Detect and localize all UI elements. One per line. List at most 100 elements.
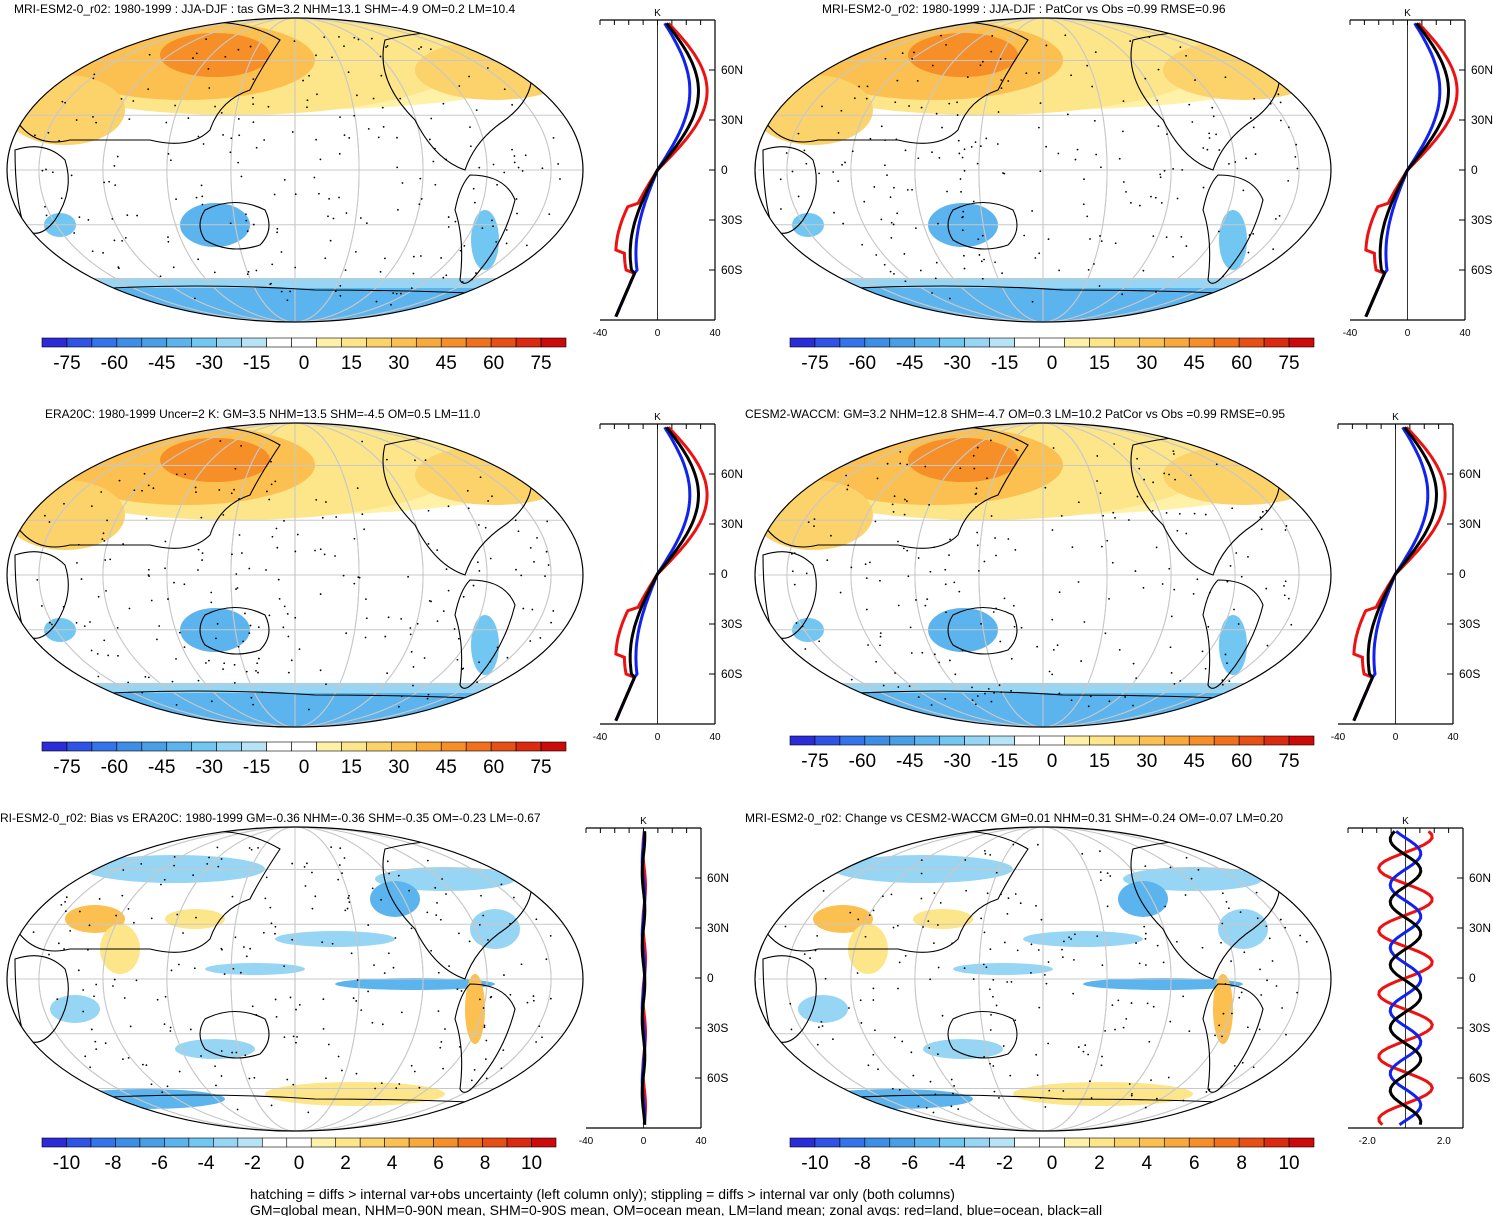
profile-5-unit: K: [640, 816, 647, 827]
profile-5-series-all: [640, 831, 647, 1125]
colorbar-2: -75 -60 -45 -30 -15 0 15 30 45 60 75: [789, 337, 1315, 374]
colorbar-6-label-9: 8: [1236, 1153, 1247, 1174]
colorbar-4-swatch-13: [1114, 735, 1140, 746]
zonal-profile-5: K 60N 30N 0 30S 60S -40 0 40: [579, 816, 729, 1147]
profile-1-lat-3: 30S: [721, 213, 742, 227]
colorbar-5-swatch-3: [115, 1137, 141, 1148]
colorbar-1-swatch-20: [540, 337, 567, 348]
profile-1-xtick-0: -40: [593, 328, 608, 339]
profile-2-series-ocean: [1364, 22, 1442, 318]
colorbar-1-swatch-10: [291, 337, 317, 348]
colorbar-3-swatch-19: [515, 741, 542, 752]
colorbar-5: -10 -8 -6 -4 -2 0 2 4 6 8 10: [41, 1137, 557, 1174]
map-panel-1: [6, 17, 584, 323]
profile-3-lat-0: 60N: [721, 467, 743, 481]
profile-5-lat-4: 60S: [707, 1071, 728, 1085]
colorbar-6-swatch-13: [1114, 1137, 1140, 1148]
colorbar-5-label-4: -2: [244, 1153, 261, 1174]
colorbar-6-swatch-14: [1139, 1137, 1165, 1148]
colorbar-3-swatch-0: [41, 741, 68, 752]
profile-3-lat-1: 30N: [721, 517, 743, 531]
colorbar-1-label-7: 30: [388, 353, 409, 374]
profile-6-lat-3: 30S: [1469, 1021, 1490, 1035]
map-4-stippling: [790, 439, 1293, 708]
colorbar-3-swatch-7: [216, 741, 242, 752]
colorbar-2-swatch-8: [989, 337, 1015, 348]
colorbar-5-swatch-12: [335, 1137, 361, 1148]
map-2-outline: [754, 17, 1332, 323]
profile-4-lat-3: 30S: [1459, 617, 1480, 631]
colorbar-3-swatch-1: [66, 741, 93, 752]
colorbar-2-swatch-13: [1114, 337, 1140, 348]
colorbar-2-swatch-7: [964, 337, 990, 348]
colorbar-4-label-1: -60: [849, 751, 876, 772]
colorbar-1: -75 -60 -45 -30 -15 0 15 30 45 60 75: [41, 337, 567, 374]
map-2-stippling: [779, 34, 1299, 303]
colorbar-5-label-2: -6: [151, 1153, 168, 1174]
colorbar-2-swatch-4: [889, 337, 916, 348]
colorbar-3-swatch-4: [141, 741, 168, 752]
colorbar-2-swatch-5: [914, 337, 941, 348]
colorbar-4-swatch-11: [1064, 735, 1090, 746]
colorbar-6: -10 -8 -6 -4 -2 0 2 4 6 8 10: [789, 1137, 1315, 1174]
colorbar-1-label-10: 75: [530, 353, 551, 374]
map-4-coast-2: [947, 607, 1018, 655]
colorbar-4-swatch-20: [1288, 735, 1315, 746]
profile-4-lat-4: 60S: [1459, 667, 1480, 681]
profile-3-series-all: [614, 426, 701, 722]
profile-5-lat-3: 30S: [707, 1021, 728, 1035]
colorbar-4-swatch-6: [939, 735, 965, 746]
profile-2-lat-1: 30N: [1471, 113, 1493, 127]
profile-1-series-all: [614, 22, 701, 318]
colorbar-4-swatch-18: [1238, 735, 1265, 746]
colorbar-2-swatch-1: [814, 337, 841, 348]
footer-line-1: hatching = diffs > internal var+obs unce…: [250, 1186, 955, 1202]
profile-2-lat-4: 60S: [1471, 263, 1492, 277]
map-6-stippling: [784, 843, 1308, 1114]
profile-5-lat-1: 30N: [707, 921, 729, 935]
profile-3-lat-2: 0: [721, 567, 728, 581]
colorbar-5-label-1: -8: [105, 1153, 122, 1174]
colorbar-1-label-0: -75: [53, 353, 80, 374]
panel-title-2: MRI-ESM2-0_r02: 1980-1999 : JJA-DJF : Pa…: [822, 2, 1226, 16]
colorbar-1-swatch-3: [116, 337, 143, 348]
map-6-coast-2: [947, 1011, 1018, 1059]
colorbar-1-label-6: 15: [341, 353, 362, 374]
map-panel-4: [754, 422, 1332, 728]
map-1-coast-1: [14, 146, 69, 234]
colorbar-2-swatch-3: [864, 337, 891, 348]
profile-1-lat-4: 60S: [721, 263, 742, 277]
map-4-coast-4: [1202, 579, 1264, 689]
colorbar-3-label-8: 45: [436, 757, 457, 778]
map-5-coast-1: [14, 955, 69, 1043]
colorbar-6-label-6: 2: [1094, 1153, 1105, 1174]
colorbar-5-label-0: -10: [53, 1153, 80, 1174]
colorbar-6-swatch-17: [1213, 1137, 1240, 1148]
panel-title-6: MRI-ESM2-0_r02: Change vs CESM2-WACCM GM…: [745, 811, 1284, 825]
colorbar-5-label-10: 10: [521, 1153, 542, 1174]
zonal-profile-4: K 60N 30N 0 30S 60S -40 0 40: [1331, 412, 1481, 743]
profile-1-lat-2: 0: [721, 163, 728, 177]
colorbar-4-swatch-4: [889, 735, 916, 746]
profile-5-xtick-1: 0: [641, 1136, 647, 1147]
colorbar-6-swatch-3: [864, 1137, 891, 1148]
colorbar-1-label-5: 0: [299, 353, 310, 374]
profile-3-unit: K: [654, 412, 661, 423]
colorbar-5-label-5: 0: [294, 1153, 305, 1174]
colorbar-2-swatch-9: [1014, 337, 1040, 348]
colorbar-1-swatch-7: [216, 337, 242, 348]
profile-1-xtick-1: 0: [655, 328, 661, 339]
colorbar-3-label-3: -30: [195, 757, 222, 778]
profile-1-unit: K: [654, 8, 661, 19]
colorbar-2-swatch-2: [839, 337, 866, 348]
profile-4-xtick-2: 40: [1447, 732, 1459, 743]
colorbar-6-swatch-10: [1039, 1137, 1065, 1148]
profile-3-xtick-0: -40: [593, 732, 608, 743]
colorbar-4-label-9: 60: [1231, 751, 1252, 772]
panel-title-5: RI-ESM2-0_r02: Bias vs ERA20C: 1980-1999…: [0, 811, 541, 825]
map-2-coast-4: [1202, 174, 1264, 284]
colorbar-2-label-3: -30: [943, 353, 970, 374]
colorbar-1-swatch-2: [91, 337, 118, 348]
colorbar-2-label-2: -45: [896, 353, 923, 374]
map-3-outline: [6, 422, 584, 728]
